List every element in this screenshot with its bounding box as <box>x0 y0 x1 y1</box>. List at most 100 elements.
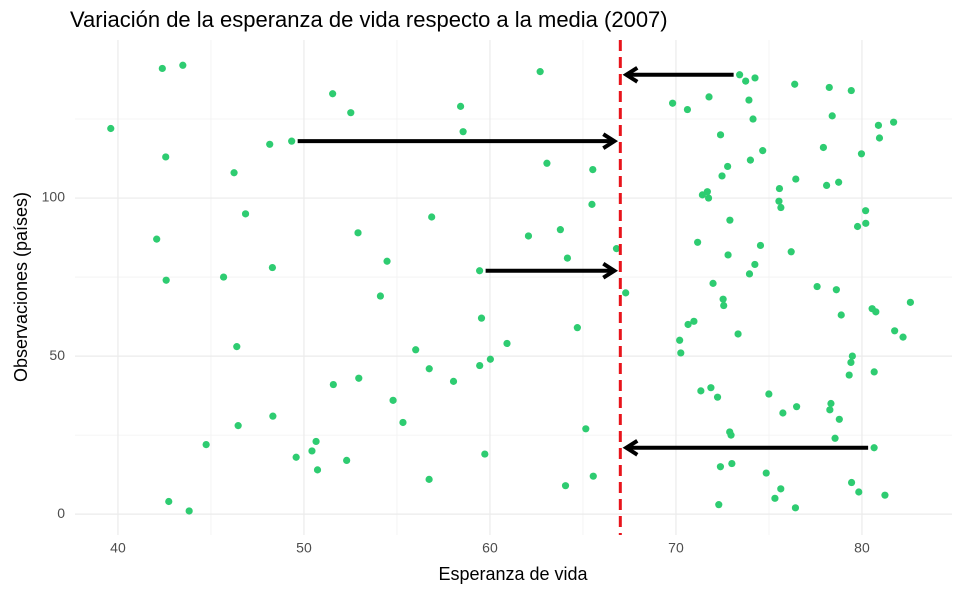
arrow-head <box>622 66 639 84</box>
point <box>153 235 161 243</box>
point <box>835 178 843 186</box>
point <box>162 153 170 161</box>
point <box>219 273 228 281</box>
point <box>266 140 274 148</box>
point <box>862 219 870 227</box>
point <box>573 324 581 332</box>
point <box>329 90 337 98</box>
x-tick-label: 60 <box>482 540 498 556</box>
point <box>503 339 511 348</box>
point <box>793 403 801 411</box>
arrow <box>622 439 869 457</box>
point <box>234 422 242 430</box>
point <box>857 150 866 158</box>
point <box>819 143 827 152</box>
point <box>832 286 840 294</box>
point <box>881 491 889 499</box>
point <box>536 68 544 76</box>
point <box>268 263 277 272</box>
point <box>269 412 277 420</box>
point <box>683 105 692 114</box>
point <box>749 115 757 123</box>
point <box>718 172 726 180</box>
point <box>891 327 899 335</box>
point <box>582 425 590 433</box>
point <box>831 434 839 442</box>
point <box>241 210 250 218</box>
point <box>716 131 725 139</box>
x-tick-label: 40 <box>110 540 126 556</box>
point <box>848 352 856 360</box>
point <box>713 393 722 401</box>
point <box>476 267 484 275</box>
point <box>313 466 322 474</box>
point <box>428 213 436 221</box>
point <box>827 399 835 408</box>
point <box>847 358 855 367</box>
point <box>347 109 355 117</box>
y-tick-label: 50 <box>49 347 65 363</box>
point <box>399 418 407 427</box>
point <box>476 361 484 370</box>
point <box>425 475 433 483</box>
point <box>563 254 572 262</box>
arrow <box>622 66 734 84</box>
point <box>870 368 878 376</box>
point <box>185 507 193 515</box>
point <box>622 289 630 297</box>
point <box>870 444 878 452</box>
point <box>874 121 883 129</box>
point <box>543 159 551 167</box>
point <box>853 222 862 231</box>
point <box>868 305 876 313</box>
point <box>292 453 300 461</box>
point <box>589 472 597 480</box>
point <box>162 276 170 284</box>
point <box>787 248 795 256</box>
point <box>588 200 596 208</box>
point <box>165 497 173 506</box>
point <box>822 181 831 190</box>
point <box>107 124 115 133</box>
point <box>676 336 684 344</box>
point <box>724 251 732 259</box>
point <box>728 459 736 468</box>
point <box>791 80 799 88</box>
point <box>456 102 465 110</box>
point <box>376 292 385 300</box>
arrow-head <box>622 439 639 457</box>
point <box>556 226 564 234</box>
point <box>745 96 753 104</box>
point <box>724 162 732 171</box>
point <box>202 440 210 449</box>
x-tick-label: 80 <box>854 540 870 556</box>
point <box>697 387 705 395</box>
point <box>855 488 863 496</box>
point <box>477 314 486 322</box>
point <box>716 463 725 471</box>
point <box>845 371 853 379</box>
point <box>524 232 533 240</box>
point <box>288 137 296 145</box>
point <box>312 437 320 446</box>
y-axis-label: Observaciones (países) <box>11 192 31 382</box>
marks <box>107 40 914 535</box>
point <box>425 365 433 373</box>
point <box>890 118 898 126</box>
point <box>158 64 166 73</box>
point <box>669 99 677 107</box>
point <box>742 77 750 85</box>
y-tick-label: 0 <box>57 505 65 521</box>
point <box>343 456 351 465</box>
point <box>775 197 783 205</box>
arrow <box>485 262 619 280</box>
point <box>389 396 397 404</box>
point <box>707 384 715 392</box>
point <box>705 93 713 101</box>
point <box>847 86 855 95</box>
point <box>777 203 785 212</box>
point <box>233 343 241 351</box>
point <box>355 374 363 382</box>
point <box>791 504 800 512</box>
point <box>771 494 779 502</box>
